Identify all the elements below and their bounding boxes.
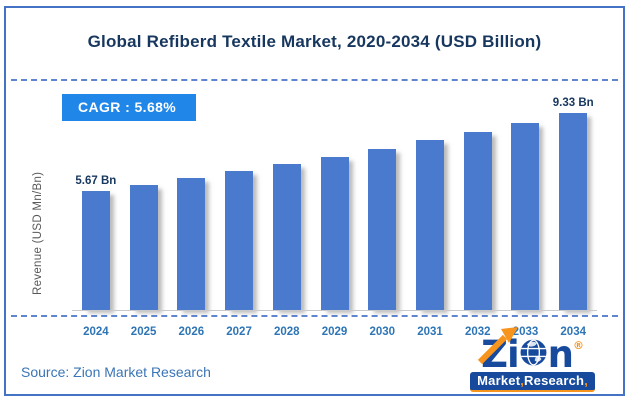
bar-cell: [215, 171, 263, 311]
bar: [559, 113, 588, 311]
logo-letter-i: i: [506, 333, 520, 376]
logo-letter-z: Z: [481, 333, 508, 376]
x-axis-label: 2024: [83, 326, 109, 338]
bar-value-label: 5.67 Bn: [75, 175, 117, 187]
logo-word-market: Market: [477, 373, 521, 388]
chart-title: Global Refiberd Textile Market, 2020-203…: [87, 32, 542, 51]
cagr-label: CAGR : 5.68%: [78, 99, 177, 115]
bar-cell: 5.67 Bn: [72, 175, 120, 311]
logo-word-research: Research: [524, 373, 585, 388]
top-divider: [11, 79, 618, 81]
bar: [81, 191, 110, 311]
x-axis-baseline: [72, 310, 597, 311]
bar-cell: [120, 185, 168, 311]
bar: [129, 185, 158, 311]
x-axis-labels: 2024 2025 2026 2027 2028 2029 2030 2031 2032 2033…: [72, 326, 597, 338]
bar-cell: [406, 140, 454, 311]
logo-globe-icon: [520, 339, 547, 369]
x-axis-label: 2030: [369, 326, 396, 338]
logo-registered-mark: ®: [573, 339, 584, 352]
x-axis-label: 2031: [417, 326, 443, 338]
bar: [225, 171, 254, 311]
x-axis-label: 2025: [130, 326, 157, 338]
x-axis-label: 2034: [560, 326, 586, 338]
y-axis-label: Revenue (USD Mn/Bn): [32, 171, 44, 295]
bar: [177, 178, 206, 311]
chart-frame: Global Refiberd Textile Market, 2020-203…: [4, 6, 625, 396]
bar-cell: [311, 157, 359, 311]
x-axis-label: 2033: [512, 326, 539, 338]
logo-letter-n: n: [547, 333, 574, 376]
x-axis-label: 2029: [321, 326, 348, 338]
bar: [463, 132, 492, 311]
x-axis-label: 2026: [178, 326, 205, 338]
bar-cell: [358, 149, 406, 311]
bar: [416, 140, 444, 311]
x-axis-label: 2027: [226, 326, 252, 338]
logo-comma: ,: [520, 373, 525, 388]
logo-banner: Market,Research,: [470, 372, 595, 392]
bar-cell: 9.33 Bn: [549, 97, 597, 311]
bars: 5.67 Bn 9.33 Bn: [72, 86, 597, 311]
bar-cell: [454, 132, 502, 311]
bar: [320, 157, 349, 311]
bar-value-label: 9.33 Bn: [552, 97, 594, 109]
logo-comma: ,: [584, 373, 588, 388]
source-text: Source: Zion Market Research: [21, 364, 211, 380]
cagr-badge: CAGR : 5.68%: [62, 94, 197, 121]
bar-cell: [167, 178, 215, 311]
bar: [368, 149, 397, 311]
bar: [511, 123, 540, 311]
bar: [272, 164, 301, 311]
bottom-divider: [11, 315, 618, 317]
x-axis-label: 2028: [274, 326, 300, 338]
bar-cell: [263, 164, 311, 311]
bar-cell: [502, 123, 550, 311]
